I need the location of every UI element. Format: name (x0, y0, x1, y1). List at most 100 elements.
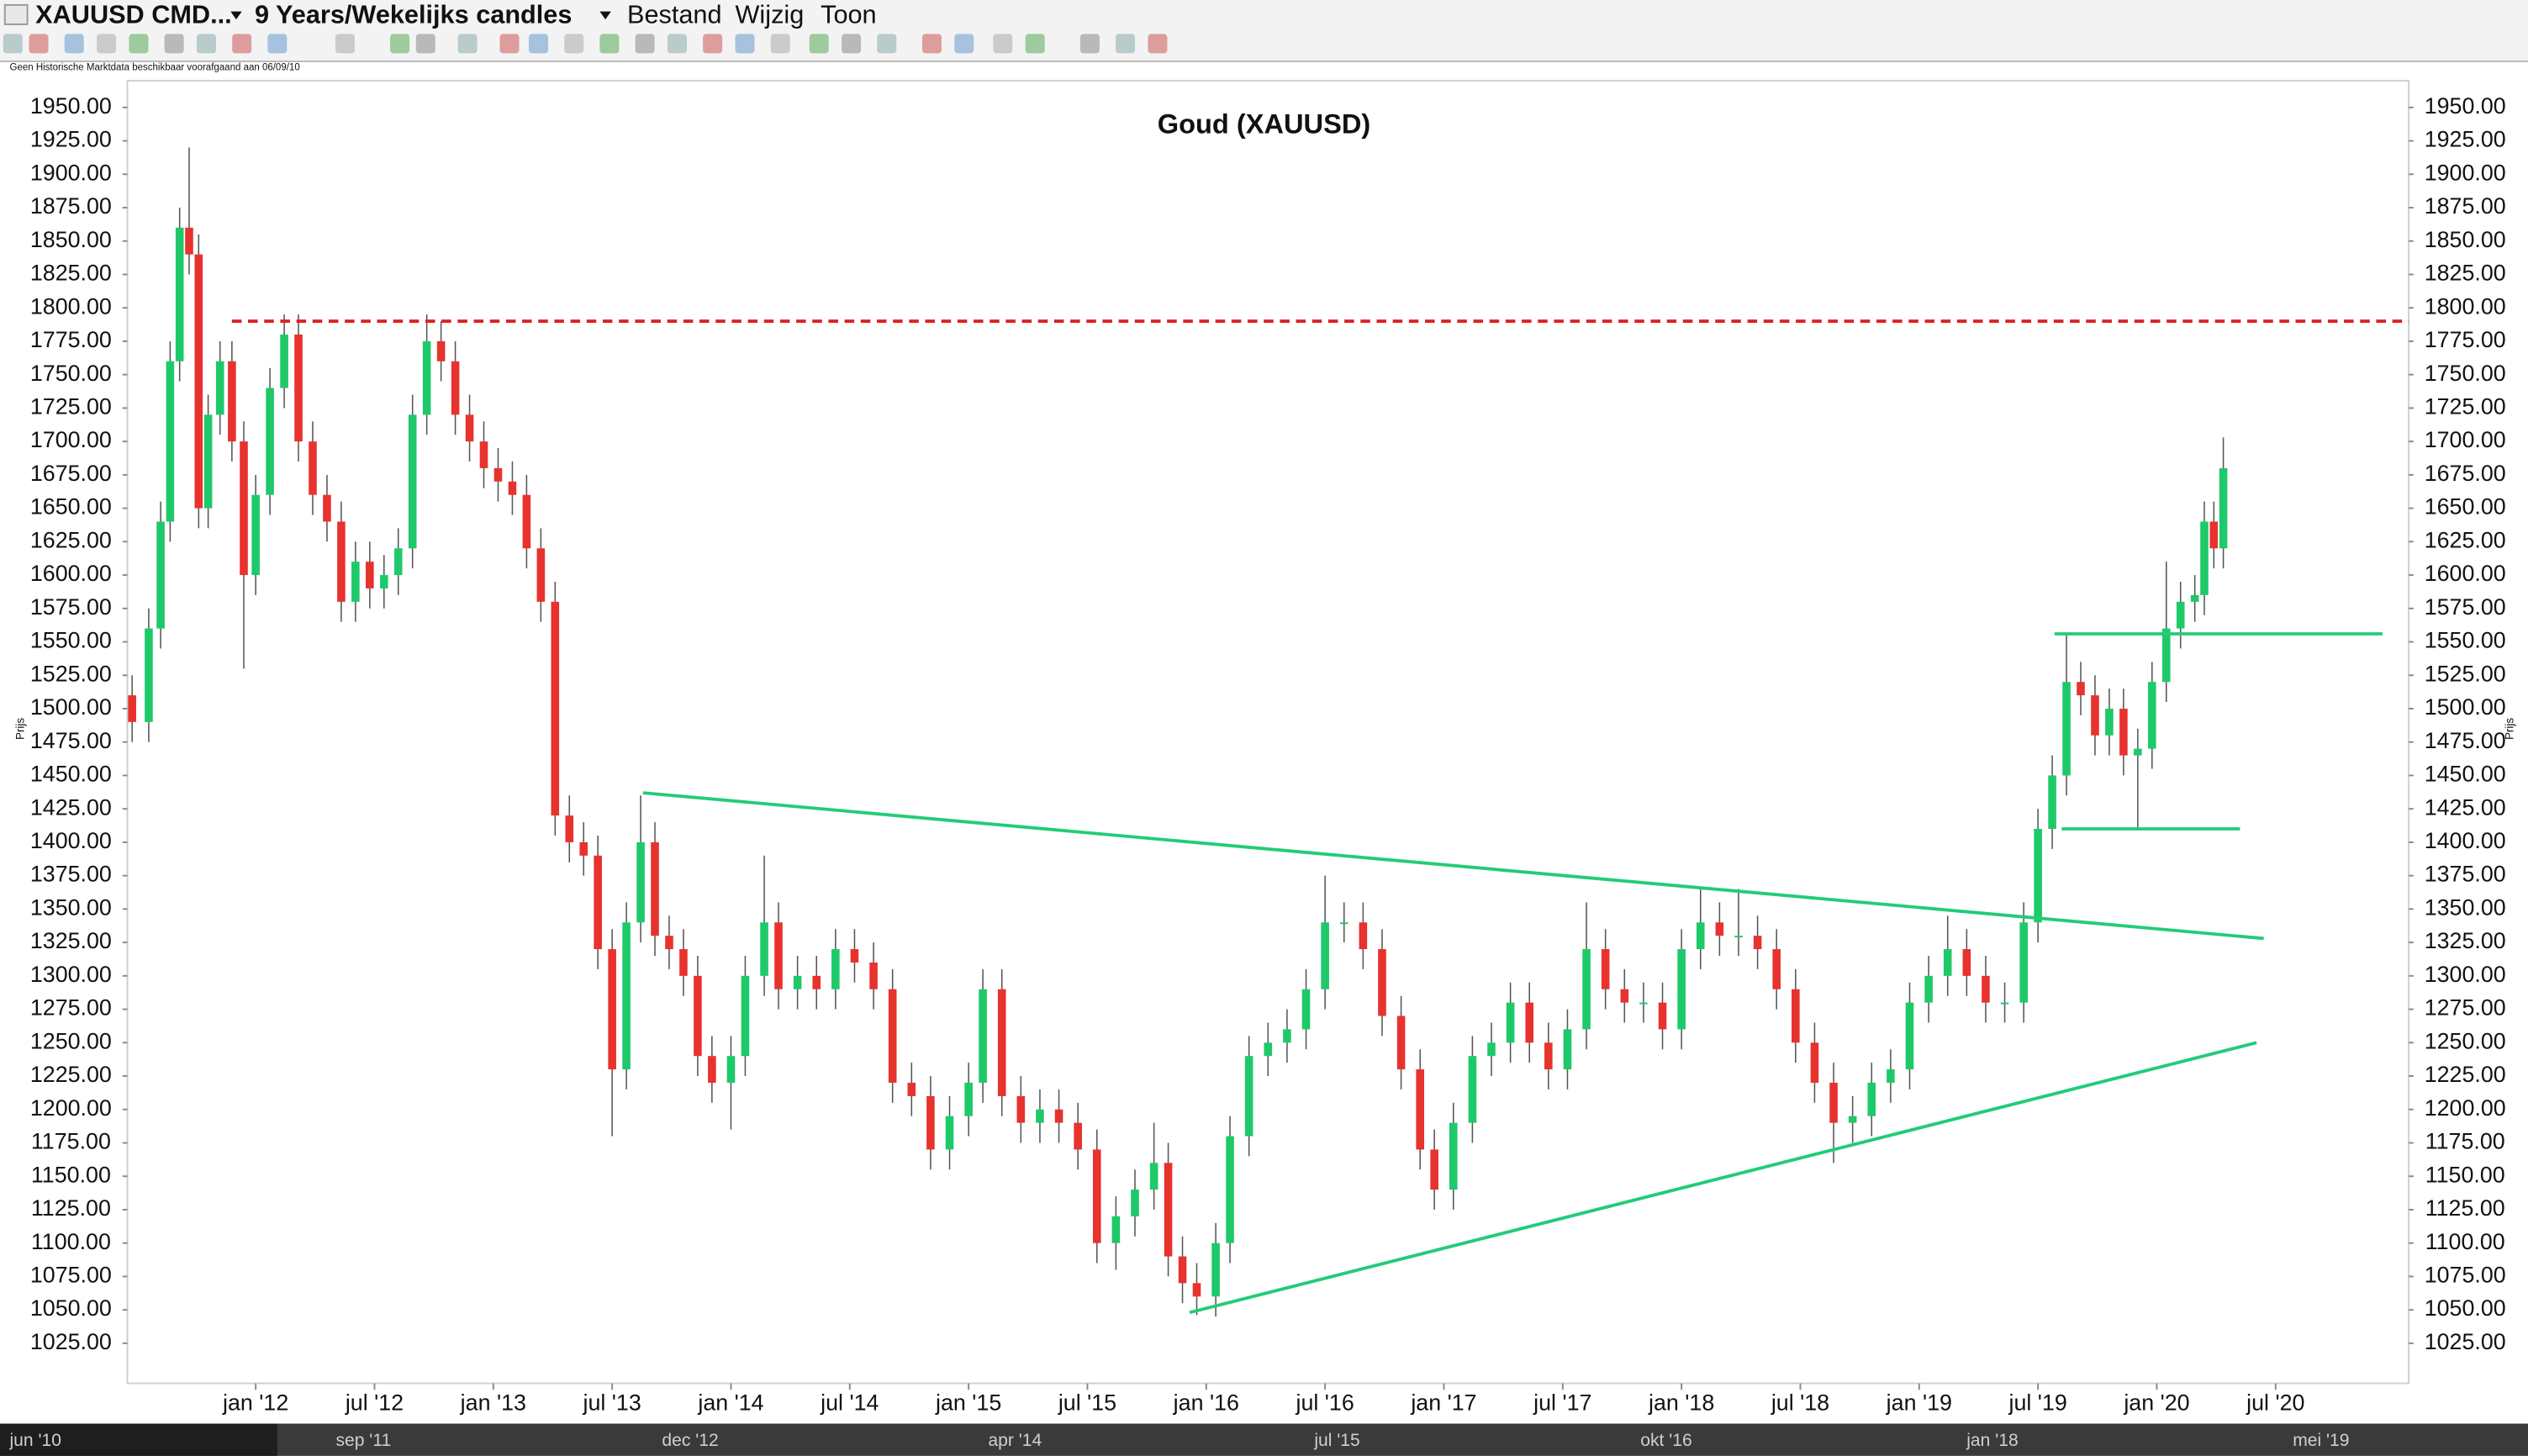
candle-body (294, 334, 303, 442)
candle-body (522, 494, 531, 549)
toolbar-icon[interactable] (1116, 34, 1136, 54)
toolbar-icon[interactable] (232, 34, 252, 54)
toolbar-icon[interactable] (735, 34, 755, 54)
navigator-bar (0, 1423, 2528, 1456)
x-tick-label: jul '20 (2246, 1390, 2304, 1416)
candle-body (793, 975, 802, 989)
candle-body (1131, 1190, 1139, 1216)
candle-body (2200, 521, 2209, 595)
toolbar-icon[interactable] (993, 34, 1013, 54)
candle-body (203, 414, 213, 509)
candle-body (1544, 1042, 1553, 1070)
x-tick-label: jan '19 (1886, 1390, 1952, 1416)
toolbar-icon[interactable] (164, 34, 184, 54)
toolbar-icon[interactable] (129, 34, 149, 54)
toolbar-icon[interactable] (921, 34, 942, 54)
toolbar-icon[interactable] (635, 34, 655, 54)
y-tick-label: 1225.00 (30, 1062, 112, 1087)
toolbar-icon[interactable] (599, 34, 620, 54)
y-tick-label: 1275.00 (30, 995, 112, 1021)
y-tick-label: 1375.00 (2425, 862, 2506, 887)
y-tick-label: 1450.00 (30, 762, 112, 787)
candle-body (1658, 1002, 1667, 1030)
toolbar-icon[interactable] (390, 34, 410, 54)
candle-body (422, 340, 431, 415)
toolbar-icon[interactable] (97, 34, 117, 54)
candle-body (1582, 949, 1591, 1030)
y-tick-label: 1025.00 (2425, 1329, 2506, 1354)
candle-body (1772, 949, 1781, 989)
toolbar-icon[interactable] (1079, 34, 1100, 54)
candle-body (726, 1056, 736, 1083)
toolbar-icon[interactable] (954, 34, 974, 54)
candle-body (393, 548, 403, 576)
dropdown-arrow (230, 11, 242, 20)
navigator-handle[interactable] (0, 1423, 277, 1456)
candle-body (636, 841, 645, 923)
candle-body (1867, 1082, 1876, 1116)
toolbar-icon[interactable] (499, 34, 520, 54)
candle-body (128, 695, 136, 722)
y-tick-label: 1150.00 (2425, 1162, 2505, 1187)
y-tick-label: 1250.00 (30, 1028, 112, 1053)
candle-body (831, 949, 840, 989)
toolbar-icon[interactable] (1148, 34, 1168, 54)
toolbar-icon[interactable] (564, 34, 584, 54)
candle-body (1829, 1082, 1838, 1123)
toolbar-icon[interactable] (703, 34, 723, 54)
y-tick-label: 1075.00 (30, 1263, 112, 1288)
y-tick-label: 1875.00 (30, 193, 112, 219)
y-tick-label: 1925.00 (2425, 127, 2506, 152)
candle-body (708, 1056, 716, 1083)
y-axis-label: Prijs (2503, 718, 2515, 740)
toolbar-icon[interactable] (529, 34, 549, 54)
app-icon (3, 3, 29, 25)
toolbar-icon[interactable] (64, 34, 84, 54)
y-tick-label: 1625.00 (30, 527, 112, 552)
y-tick-label: 1175.00 (31, 1129, 111, 1154)
candle-body (622, 922, 631, 1070)
x-tick-label: jul '14 (820, 1390, 879, 1416)
toolbar-icon[interactable] (809, 34, 829, 54)
toolbar-icon[interactable] (770, 34, 790, 54)
x-tick-label: jul '18 (1771, 1390, 1829, 1416)
candle-body (251, 494, 260, 576)
y-tick-label: 1375.00 (30, 862, 112, 887)
toolbar-icon[interactable] (3, 34, 23, 54)
toolbar-icon[interactable] (877, 34, 897, 54)
candle-body (436, 340, 446, 361)
symbol-selector[interactable]: XAUUSD CMD... (35, 0, 231, 29)
candle-body (1468, 1056, 1477, 1123)
menu-item[interactable]: Toon (821, 0, 877, 29)
toolbar-icon[interactable] (196, 34, 216, 54)
toolbar-icon[interactable] (335, 34, 355, 54)
candle-body (2190, 594, 2199, 602)
period-selector[interactable]: 9 Years/Wekelijks candles (255, 0, 572, 29)
toolbar-icon[interactable] (29, 34, 49, 54)
candle-body (337, 521, 346, 602)
menu-item[interactable]: Bestand (627, 0, 722, 29)
candle-body (2209, 521, 2219, 549)
candle-body (1111, 1216, 1121, 1243)
toolbar-icon[interactable] (1025, 34, 1045, 54)
toolbar-icon[interactable] (842, 34, 862, 54)
menu-item[interactable]: Wijzig (735, 0, 804, 29)
candle-body (979, 989, 987, 1083)
candle-body (774, 922, 783, 989)
y-tick-label: 1300.00 (2425, 962, 2506, 987)
candle-body (760, 922, 768, 976)
candle-body (323, 494, 331, 522)
y-tick-label: 1850.00 (30, 227, 112, 252)
toolbar-icon[interactable] (457, 34, 478, 54)
candle-body (594, 855, 602, 950)
y-tick-label: 1775.00 (2425, 327, 2506, 352)
toolbar-icon[interactable] (667, 34, 687, 54)
toolbar-icon[interactable] (267, 34, 288, 54)
navigator-label: mei '19 (2293, 1431, 2349, 1450)
y-tick-label: 1525.00 (30, 661, 112, 686)
candle-body (2161, 628, 2171, 683)
x-tick-label: jan '13 (460, 1390, 526, 1416)
candle-body (812, 975, 821, 989)
y-tick-label: 1325.00 (2425, 928, 2506, 953)
toolbar-icon[interactable] (415, 34, 435, 54)
